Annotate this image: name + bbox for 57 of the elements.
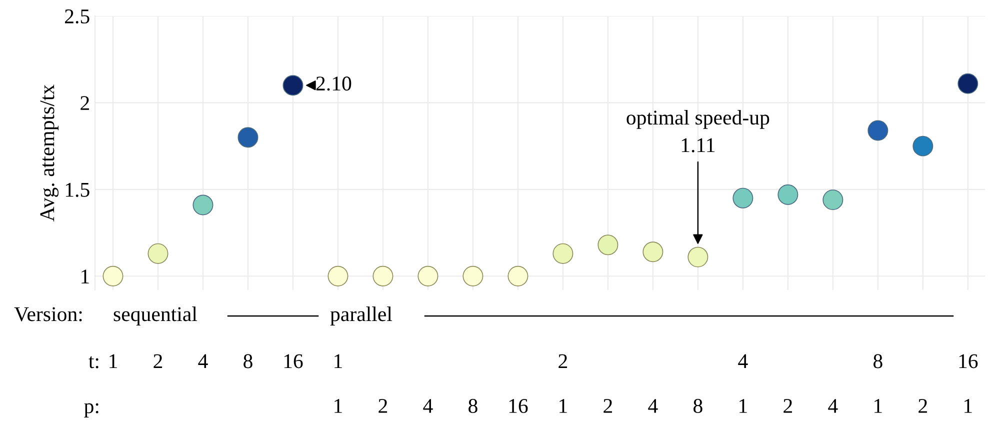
point bbox=[148, 243, 168, 264]
text: 4 bbox=[198, 354, 208, 368]
text: 1 bbox=[110, 354, 117, 368]
x-tick-label: 2 bbox=[604, 398, 612, 413]
point bbox=[192, 194, 214, 216]
x-tick-label: 1 bbox=[874, 399, 882, 413]
point bbox=[372, 266, 394, 286]
y-tick-label: 1.5 bbox=[66, 182, 90, 197]
x-tick-label: 16 bbox=[509, 398, 528, 413]
point bbox=[328, 266, 348, 286]
text: 4 bbox=[738, 354, 748, 368]
text: 1 bbox=[334, 354, 342, 368]
text: 16 bbox=[959, 354, 978, 368]
x-tick-label: 4 bbox=[648, 399, 658, 413]
point bbox=[868, 120, 888, 141]
text: sequential bbox=[114, 306, 198, 326]
annotation: 2.10 bbox=[316, 76, 352, 91]
x-tick-label: 8 bbox=[694, 398, 702, 413]
x-tick-label: 1 bbox=[334, 399, 342, 413]
x-tick-label: 1 bbox=[560, 399, 567, 413]
x-tick-label: 1 bbox=[740, 399, 747, 413]
text: t: bbox=[88, 356, 98, 368]
x-tick-label: 4 bbox=[828, 399, 838, 413]
y-tick-label: 2.5 bbox=[65, 9, 90, 24]
point bbox=[598, 234, 618, 256]
x-tick-label: 2 bbox=[784, 398, 792, 413]
point bbox=[462, 266, 484, 286]
text: 2 bbox=[558, 354, 568, 368]
point bbox=[912, 136, 934, 156]
point bbox=[822, 190, 844, 210]
point bbox=[958, 73, 978, 94]
text: p: bbox=[84, 403, 98, 418]
y-tick-label: 2 bbox=[80, 96, 89, 110]
annotation: optimal speed-up 1.11 bbox=[626, 110, 770, 152]
point bbox=[508, 266, 528, 286]
point bbox=[552, 243, 574, 264]
text: 8 bbox=[874, 354, 882, 368]
x-tick-label: 4 bbox=[423, 399, 433, 413]
point bbox=[238, 127, 258, 148]
point bbox=[642, 242, 664, 262]
x-tick-label: 2 bbox=[378, 398, 388, 413]
text: parallel bbox=[330, 306, 392, 326]
point bbox=[732, 188, 754, 208]
y-axis-title: Avg. attempts/tx bbox=[40, 84, 59, 222]
y-tick-label: 1 bbox=[82, 270, 89, 284]
x-tick-label: 1 bbox=[964, 399, 972, 413]
point bbox=[418, 266, 438, 286]
point bbox=[282, 75, 304, 96]
text: 16 bbox=[284, 354, 303, 368]
point bbox=[102, 266, 124, 286]
x-tick-label: 8 bbox=[468, 398, 478, 413]
text: 8 bbox=[244, 354, 252, 368]
text: 2 bbox=[154, 354, 162, 368]
point bbox=[778, 184, 798, 205]
x-tick-label: 2 bbox=[918, 398, 927, 413]
text: Version: bbox=[14, 307, 82, 322]
point bbox=[688, 246, 708, 268]
